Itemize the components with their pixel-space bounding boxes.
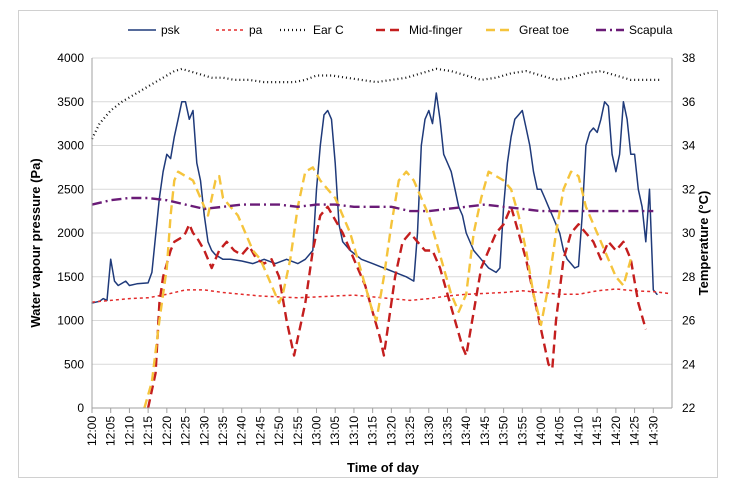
- x-tick-label: 13:15: [366, 416, 380, 446]
- x-tick-label: 14:05: [553, 416, 567, 446]
- y-right-tick-label: 26: [682, 314, 696, 328]
- y-right-tick-label: 30: [682, 226, 696, 240]
- y-left-tick-label: 1500: [57, 270, 84, 284]
- x-tick-label: 12:50: [272, 416, 286, 446]
- x-tick-label: 12:35: [216, 416, 230, 446]
- x-tick-label: 13:50: [497, 416, 511, 446]
- gridlines: [92, 57, 672, 409]
- chart-border: [18, 10, 718, 478]
- x-tick-label: 13:25: [403, 416, 417, 446]
- x-tick-label: 14:00: [534, 416, 548, 446]
- x-tick-label: 14:15: [590, 416, 604, 446]
- y-right-tick-label: 38: [682, 51, 696, 65]
- x-tick-label: 14:25: [628, 416, 642, 446]
- x-tick-label: 12:05: [104, 416, 118, 446]
- x-tick-label: 14:10: [571, 416, 585, 446]
- series-line-great-toe: [143, 166, 632, 409]
- x-tick-label: 12:55: [291, 416, 305, 446]
- x-tick-label: 12:25: [179, 416, 193, 446]
- y-left-tick-label: 0: [77, 401, 84, 415]
- x-tick-label: 13:00: [310, 416, 324, 446]
- x-tick-label: 12:40: [235, 416, 249, 446]
- legend-label: Great toe: [519, 23, 569, 37]
- y-left-tick-label: 1000: [57, 314, 84, 328]
- x-tick-label: 13:35: [440, 416, 454, 446]
- x-tick-label: 12:30: [197, 416, 211, 446]
- y-left-tick-label: 3000: [57, 139, 84, 153]
- series-line-scapula: [91, 196, 654, 213]
- x-tick-label: 13:30: [422, 416, 436, 446]
- legend-label: pa: [249, 23, 263, 37]
- chart-frame: 0 500 1000 1500 2000 2500 3000 3500 4000 22 24 26 28…: [18, 10, 718, 478]
- x-tick-label: 13:05: [328, 416, 342, 446]
- series-layer: [91, 67, 669, 409]
- legend-label: Ear C: [313, 23, 344, 37]
- dual-axis-line-chart: 0 500 1000 1500 2000 2500 3000 3500 4000 22 24 26 28…: [18, 10, 718, 478]
- y-left-tick-label: 2500: [57, 182, 84, 196]
- series-line-ear-c: [91, 67, 661, 140]
- y-right-tick-label: 24: [682, 357, 696, 371]
- y-right-tick-label: 28: [682, 270, 696, 284]
- series-line-pa: [91, 288, 669, 303]
- x-tick-label: 14:30: [646, 416, 660, 446]
- y-left-tick-label: 2000: [57, 226, 84, 240]
- y-right-tick-label: 34: [682, 139, 696, 153]
- legend-label: Mid-finger: [409, 23, 462, 37]
- x-axis-title: Time of day: [347, 460, 420, 475]
- series-line-psk: [91, 92, 658, 304]
- y-right-tick-label: 36: [682, 95, 696, 109]
- x-tick-label: 12:20: [160, 416, 174, 446]
- axes: 0 500 1000 1500 2000 2500 3000 3500 4000 22 24 26 28…: [57, 51, 695, 446]
- legend-label: psk: [161, 23, 181, 37]
- y-axis-right-title: Temperature (°C): [696, 191, 711, 296]
- y-left-tick-label: 4000: [57, 51, 84, 65]
- series-line-mid-finger: [146, 205, 647, 409]
- x-tick-label: 13:20: [384, 416, 398, 446]
- x-tick-label: 13:40: [459, 416, 473, 446]
- y-axis-left-title: Water vapour pressure (Pa): [28, 158, 43, 327]
- x-tick-label: 12:10: [122, 416, 136, 446]
- y-right-tick-label: 32: [682, 182, 696, 196]
- y-left-tick-label: 3500: [57, 95, 84, 109]
- x-tick-label: 14:20: [609, 416, 623, 446]
- legend: psk pa Ear C Mid-finger Great toe Scapula: [128, 23, 673, 37]
- x-tick-label: 13:45: [478, 416, 492, 446]
- x-tick-label: 12:45: [253, 416, 267, 446]
- x-tick-label: 12:00: [85, 416, 99, 446]
- y-left-tick-label: 500: [64, 357, 84, 371]
- legend-label: Scapula: [629, 23, 673, 37]
- x-tick-label: 12:15: [141, 416, 155, 446]
- y-right-tick-label: 22: [682, 401, 696, 415]
- x-tick-label: 13:10: [347, 416, 361, 446]
- x-tick-label: 13:55: [515, 416, 529, 446]
